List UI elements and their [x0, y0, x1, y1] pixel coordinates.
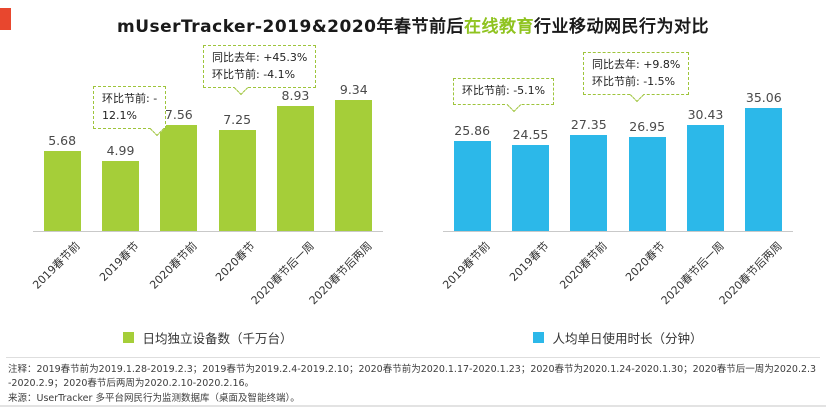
chart-daily-devices-plot: 5.68 4.99 7.56 7.25 8.93 9.34 — [33, 40, 383, 232]
bar-column: 26.95 — [618, 119, 676, 231]
bar — [43, 151, 81, 231]
x-axis-label: 2020春节前 — [557, 239, 610, 292]
bar — [101, 161, 139, 231]
callout-line: 环比节前: - — [102, 92, 158, 105]
bar — [453, 140, 491, 231]
bar-value-label: 8.93 — [281, 87, 310, 103]
footnote-note: 注释：2019春节前为2019.1.28-2019.2.3；2019春节为201… — [8, 364, 817, 390]
callout-line: 12.1% — [102, 108, 137, 122]
callout-2019-spring-usage: 环比节前: -5.1% — [453, 78, 555, 112]
legend-swatch-blue — [533, 332, 545, 343]
x-axis-label: 2020春节 — [623, 239, 668, 284]
bar — [570, 135, 608, 231]
legend-label-usage: 人均单日使用时长（分钟） — [552, 331, 703, 346]
bar-column: 7.56 — [150, 107, 208, 231]
bar-value-label: 7.25 — [223, 111, 252, 127]
bar-value-label: 24.55 — [512, 127, 549, 143]
callout-line: 环比节前: -5.1% — [462, 84, 546, 97]
bar-value-label: 4.99 — [106, 143, 135, 159]
bar-column: 5.68 — [33, 133, 91, 231]
callout-2020-spring-usage: 同比去年: +9.8% 环比节前: -1.5% — [583, 52, 690, 103]
chart-daily-devices-legend: 日均独立设备数（千万台） — [23, 328, 393, 347]
bar — [686, 124, 724, 231]
bar-value-label: 26.95 — [629, 118, 666, 134]
bar-column: 24.55 — [501, 127, 559, 231]
bar-value-label: 7.56 — [164, 107, 193, 123]
page-title: mUserTracker-2019&2020年春节前后在线教育行业移动网民行为对… — [0, 12, 826, 37]
chart-daily-usage-xlabels: 2019春节前 2019春节 2020春节前 2020春节 2020春节后一周 2020春… — [440, 232, 793, 307]
chart-daily-devices: 5.68 4.99 7.56 7.25 8.93 9.34 2019春节前 2019春节 20… — [23, 40, 393, 347]
bar-value-label: 30.43 — [687, 106, 724, 122]
chart-daily-usage-legend: 人均单日使用时长（分钟） — [433, 328, 803, 347]
callout-2019-spring-devices: 环比节前: - 12.1% — [93, 86, 167, 137]
callout-2020-spring-devices: 同比去年: +45.3% 环比节前: -4.1% — [203, 45, 317, 96]
x-axis-label: 2019春节 — [506, 239, 552, 284]
footnote-source: 来源：UserTracker 多平台网民行为监测数据库（桌面及智能终端）。 — [8, 392, 300, 404]
bar — [276, 105, 314, 231]
bar — [160, 125, 198, 231]
bar-column: 30.43 — [676, 106, 734, 231]
x-axis-label: 2020春节 — [213, 239, 258, 284]
x-axis-label: 2019春节 — [96, 239, 142, 284]
chart-daily-devices-xlabels: 2019春节前 2019春节 2020春节前 2020春节 2020春节后一周 2020春… — [30, 232, 383, 307]
bar-value-label: 25.86 — [454, 122, 491, 138]
callout-line: 同比去年: +9.8% — [592, 58, 681, 71]
bar-value-label: 5.68 — [48, 133, 77, 149]
footnotes: 注释：2019春节前为2019.1.28-2019.2.3；2019春节为201… — [6, 357, 820, 405]
chart-daily-usage: 25.86 24.55 27.35 26.95 30.43 35.06 2019春节前 20… — [433, 40, 803, 347]
bar — [218, 129, 256, 231]
legend-label-devices: 日均独立设备数（千万台） — [142, 331, 293, 346]
legend-swatch-green — [123, 332, 135, 343]
bar-column: 27.35 — [560, 117, 618, 231]
x-axis-label: 2020春节前 — [147, 239, 200, 292]
bar — [511, 145, 549, 231]
bar-column: 7.25 — [208, 111, 266, 231]
bar-column: 35.06 — [735, 90, 793, 231]
bar-value-label: 9.34 — [339, 82, 368, 98]
x-axis-label: 2019春节前 — [440, 239, 493, 292]
title-highlight: 在线教育 — [463, 17, 534, 37]
logo-fragment — [0, 8, 11, 30]
chart-daily-usage-plot: 25.86 24.55 27.35 26.95 30.43 35.06 — [443, 40, 793, 232]
callout-line: 同比去年: +45.3% — [212, 51, 308, 64]
bar-column: 8.93 — [266, 88, 324, 231]
title-prefix: mUserTracker-2019&2020年春节前后 — [117, 17, 464, 37]
bar-column: 4.99 — [91, 143, 149, 231]
bar-value-label: 35.06 — [745, 90, 782, 106]
bar-value-label: 27.35 — [570, 117, 607, 133]
bar — [628, 136, 666, 231]
x-axis-label: 2019春节前 — [30, 239, 83, 292]
bar — [335, 100, 373, 231]
callout-line: 环比节前: -1.5% — [592, 74, 676, 88]
bar-column: 25.86 — [443, 122, 501, 231]
bar-column: 9.34 — [325, 82, 383, 231]
title-suffix: 行业移动网民行为对比 — [533, 17, 709, 37]
charts-row: 5.68 4.99 7.56 7.25 8.93 9.34 2019春节前 2019春节 20… — [23, 40, 803, 347]
bar — [745, 108, 783, 231]
callout-line: 环比节前: -4.1% — [212, 67, 296, 81]
